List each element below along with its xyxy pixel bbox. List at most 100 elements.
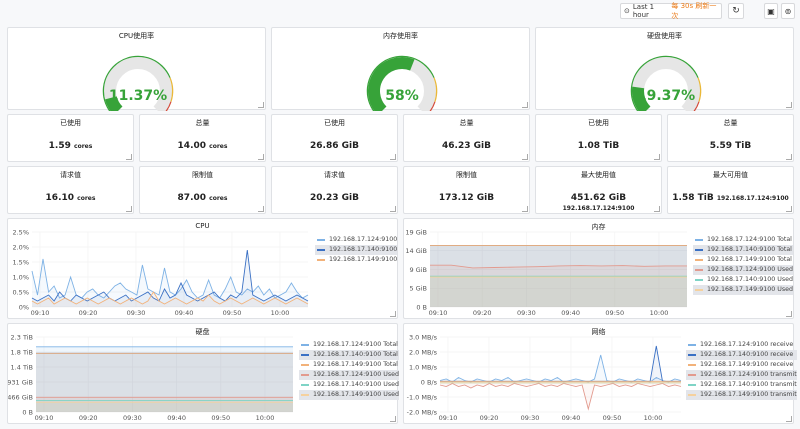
resize-handle[interactable] [786, 416, 792, 422]
series-area [36, 400, 293, 412]
legend-label: 192.168.17.149:9100 Used [707, 286, 793, 293]
legend-swatch [688, 374, 696, 376]
legend-swatch [317, 249, 325, 251]
resize-handle[interactable] [786, 206, 792, 212]
legend-label: 192.168.17.140:9100 transmit [700, 381, 797, 388]
y-tick-label: 2.0 MB/s [409, 348, 438, 356]
legend-item[interactable]: 192.168.17.124:9100 [315, 235, 397, 245]
stat-panel-disk-used: 已使用 1.08 TiB [535, 114, 662, 162]
refresh-interval-label: 每 30s 刷新一次 [671, 2, 717, 20]
resize-handle[interactable] [522, 102, 528, 108]
refresh-button[interactable]: ↻ [728, 3, 744, 19]
stat-value: 5.59 TiB [709, 141, 752, 151]
x-tick-label: 09:30 [517, 309, 536, 317]
resize-handle[interactable] [786, 311, 792, 317]
graph-panel-disk: 硬盘 0 B 466 GiB 931 GiB 1.4 TiB 1.8 TiB 2.3 Ti… [7, 323, 399, 424]
settings-button[interactable]: ⊚ [781, 3, 795, 19]
legend-item[interactable]: 192.168.17.149:9100 Used [299, 390, 399, 400]
save-button[interactable]: ▣ [764, 3, 778, 19]
legend-swatch [301, 374, 309, 376]
x-tick-label: 09:50 [223, 309, 242, 317]
legend-label: 192.168.17.140:9100 [329, 246, 398, 253]
resize-handle[interactable] [654, 154, 660, 160]
time-range-picker[interactable]: ⊙ Last 1 hour 每 30s 刷新一次 [620, 2, 722, 20]
stat-value: 26.86 GiB [310, 141, 359, 151]
legend-item[interactable]: 192.168.17.140:9100 Total [299, 350, 399, 360]
legend-swatch [317, 259, 325, 261]
stat-panel-cpu-limit: 限制值 87.00 cores [139, 166, 266, 214]
resize-handle[interactable] [258, 206, 264, 212]
x-tick-label: 09:30 [127, 309, 146, 317]
resize-handle[interactable] [126, 206, 132, 212]
gauge-panel-memory: 内存使用率 58% [271, 27, 530, 111]
series-line [430, 264, 687, 269]
resize-handle[interactable] [390, 206, 396, 212]
legend-item[interactable]: 192.168.17.140:9100 [315, 245, 398, 255]
resize-handle[interactable] [258, 102, 264, 108]
resize-handle[interactable] [390, 311, 396, 317]
legend-label: 192.168.17.149:9100 Total [707, 256, 792, 263]
x-tick-label: 09:40 [562, 414, 581, 422]
resize-handle[interactable] [522, 154, 528, 160]
series-area [440, 355, 681, 382]
clock-icon: ⊙ [624, 7, 630, 15]
gauge-value: 19.37% [637, 88, 695, 104]
gauge-cpu: 11.37% [102, 55, 174, 111]
resize-handle[interactable] [786, 154, 792, 160]
chart-legend: 192.168.17.124:9100 Total 192.168.17.140:… [693, 235, 793, 295]
resize-handle[interactable] [654, 206, 660, 212]
chart-legend: 192.168.17.124:9100 receive 192.168.17.14… [686, 340, 797, 400]
stat-panel-cpu-total: 总量 14.00 cores [139, 114, 266, 162]
x-tick-label: 09:40 [175, 309, 194, 317]
resize-handle[interactable] [786, 102, 792, 108]
x-tick-label: 09:20 [480, 414, 499, 422]
legend-item[interactable]: 192.168.17.149:9100 transmit [686, 390, 797, 400]
legend-item[interactable]: 192.168.17.140:9100 Used [693, 275, 793, 285]
legend-item[interactable]: 192.168.17.149:9100 [315, 255, 397, 265]
panel-title: 限制值 [456, 171, 477, 179]
gauge-fill [368, 57, 415, 111]
y-tick-label: 9 GiB [409, 266, 427, 274]
legend-item[interactable]: 192.168.17.149:9100 Total [299, 360, 399, 370]
legend-swatch [688, 354, 696, 356]
legend-item[interactable]: 192.168.17.124:9100 transmit [686, 370, 797, 380]
legend-label: 192.168.17.149:9100 Total [313, 361, 398, 368]
x-tick-label: 09:20 [79, 414, 98, 422]
x-tick-label: 09:50 [605, 309, 624, 317]
legend-item[interactable]: 192.168.17.149:9100 Total [693, 255, 793, 265]
resize-handle[interactable] [126, 154, 132, 160]
legend-swatch [695, 259, 703, 261]
panel-title: 请求值 [324, 171, 345, 179]
y-tick-label: 1.4 TiB [11, 363, 33, 371]
resize-handle[interactable] [390, 416, 396, 422]
legend-item[interactable]: 192.168.17.140:9100 transmit [686, 380, 797, 390]
x-tick-label: 09:50 [603, 414, 622, 422]
legend-item[interactable]: 192.168.17.140:9100 Total [693, 245, 793, 255]
legend-item[interactable]: 192.168.17.124:9100 Total [299, 340, 399, 350]
stat-value: 16.10 cores [45, 193, 96, 203]
legend-item[interactable]: 192.168.17.140:9100 Used [299, 380, 399, 390]
series-area [32, 292, 308, 307]
chart-cpu: 0% 0.5% 1.0% 1.5% 2.0% 2.5% 09:10 09:20 09:30 09:… [12, 228, 309, 317]
gauge-fill [632, 86, 651, 111]
legend-label: 192.168.17.124:9100 Used [313, 371, 399, 378]
gauge-fill [105, 96, 123, 111]
resize-handle[interactable] [258, 154, 264, 160]
stat-panel-max-available: 最大可用值 1.58 TiB 192.168.17.124:9100 [667, 166, 794, 214]
legend-item[interactable]: 192.168.17.124:9100 Used [693, 265, 793, 275]
x-tick-label: 09:30 [123, 414, 142, 422]
legend-item[interactable]: 192.168.17.140:9100 receive [686, 350, 797, 360]
legend-label: 192.168.17.140:9100 Used [707, 276, 793, 283]
panel-title: 网络 [591, 328, 606, 336]
legend-item[interactable]: 192.168.17.124:9100 receive [686, 340, 797, 350]
resize-handle[interactable] [522, 206, 528, 212]
legend-item[interactable]: 192.168.17.149:9100 receive [686, 360, 797, 370]
gauge-panel-disk: 硬盘使用率 19.37% [535, 27, 794, 111]
legend-item[interactable]: 192.168.17.124:9100 Total [693, 235, 793, 245]
legend-swatch [695, 239, 703, 241]
legend-item[interactable]: 192.168.17.124:9100 Used [299, 370, 399, 380]
x-tick-label: 10:00 [271, 309, 290, 317]
legend-item[interactable]: 192.168.17.149:9100 Used [693, 285, 793, 295]
y-tick-label: 5 GiB [409, 285, 427, 293]
resize-handle[interactable] [390, 154, 396, 160]
